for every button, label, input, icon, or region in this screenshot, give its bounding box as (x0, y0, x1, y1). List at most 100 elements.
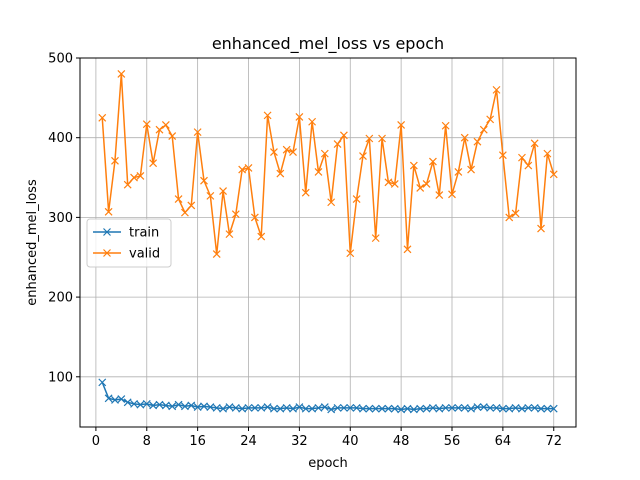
data-point-valid (359, 152, 367, 160)
data-point-train (473, 403, 482, 412)
x-tick-label: 32 (291, 434, 308, 449)
data-point-train (365, 404, 374, 413)
plot-frame (79, 57, 577, 428)
data-point-valid (225, 230, 234, 239)
data-point-train (441, 403, 450, 412)
data-point-valid (409, 161, 418, 170)
y-tick-label: 500 (48, 52, 73, 67)
data-point-valid (155, 125, 164, 134)
data-point-valid (352, 195, 361, 203)
data-point-valid (327, 198, 336, 207)
data-point-valid (537, 224, 545, 233)
x-tick-label: 24 (240, 434, 257, 449)
data-point-train (435, 404, 444, 413)
data-point-valid (244, 164, 253, 172)
data-point-train (479, 403, 488, 412)
data-point-valid (238, 165, 247, 174)
y-tick-label: 300 (48, 211, 73, 226)
data-point-train (549, 404, 558, 413)
data-point-train (384, 404, 393, 413)
data-point-train (454, 403, 463, 412)
data-point-train (422, 404, 431, 413)
legend-label-train: train (129, 226, 159, 241)
y-tick-label: 200 (48, 291, 73, 306)
data-point-valid (346, 249, 355, 258)
data-point-valid (98, 113, 107, 122)
data-point-train (295, 403, 304, 412)
data-point-valid (505, 213, 514, 222)
data-point-train (270, 404, 278, 413)
data-point-valid (422, 179, 431, 188)
data-point-train (308, 404, 317, 413)
data-point-valid (530, 139, 539, 148)
data-point-valid (543, 149, 552, 158)
data-point-train (378, 404, 386, 413)
data-point-train (104, 394, 113, 403)
data-point-train (289, 404, 297, 413)
data-point-train (397, 405, 406, 414)
data-point-valid (270, 148, 278, 156)
series-line-valid (101, 73, 555, 255)
data-point-train (206, 403, 215, 412)
data-point-valid (473, 137, 482, 146)
data-point-train (467, 404, 476, 413)
data-point-train (282, 403, 291, 412)
data-point-train (168, 402, 177, 411)
data-point-valid (435, 191, 444, 200)
data-point-valid (206, 191, 215, 200)
data-point-valid (219, 187, 228, 196)
data-point-valid (320, 149, 329, 158)
data-point-valid (250, 213, 259, 222)
data-point-valid (390, 179, 399, 188)
data-point-valid (365, 134, 374, 143)
data-point-valid (524, 161, 533, 170)
data-point-train (498, 404, 507, 413)
data-point-train (219, 404, 228, 413)
data-point-valid (104, 207, 113, 216)
data-point-valid (295, 113, 304, 121)
data-point-valid (111, 156, 119, 165)
legend: train valid (86, 218, 172, 268)
data-point-valid (486, 115, 495, 124)
data-point-train (511, 403, 520, 412)
x-tick-label: 64 (495, 434, 512, 449)
x-tick-label: 8 (143, 434, 151, 449)
data-point-train (460, 403, 469, 412)
data-point-valid (416, 183, 425, 192)
data-point-valid (428, 157, 437, 166)
data-point-valid (301, 188, 310, 197)
data-point-train (428, 403, 437, 412)
data-point-valid (403, 245, 412, 254)
data-point-train (505, 404, 514, 413)
legend-marker-train (103, 228, 111, 236)
data-point-valid (174, 195, 183, 203)
data-point-valid (123, 180, 132, 189)
data-point-train (301, 404, 310, 413)
data-point-train (257, 403, 266, 412)
data-point-valid (518, 153, 526, 162)
data-point-valid (467, 165, 476, 174)
data-point-train (98, 378, 107, 387)
data-point-train (180, 402, 189, 411)
data-point-train (155, 400, 164, 409)
data-point-valid (549, 170, 558, 179)
data-point-train (142, 399, 151, 408)
data-point-train (320, 403, 329, 412)
data-point-valid (212, 250, 221, 258)
x-tick-label: 16 (189, 434, 206, 449)
data-point-valid (397, 121, 406, 129)
data-point-valid (460, 133, 469, 142)
data-point-train (212, 403, 221, 412)
data-point-valid (257, 232, 266, 241)
data-point-train (276, 404, 285, 413)
data-point-valid (117, 70, 126, 78)
data-point-valid (511, 209, 520, 218)
x-tick-label: 48 (393, 434, 410, 449)
data-point-train (123, 398, 132, 407)
data-point-valid (498, 151, 507, 160)
data-point-train (390, 404, 399, 413)
data-point-valid (314, 168, 323, 176)
data-point-valid (333, 140, 342, 148)
chart-title: enhanced_mel_loss vs epoch (212, 34, 444, 54)
